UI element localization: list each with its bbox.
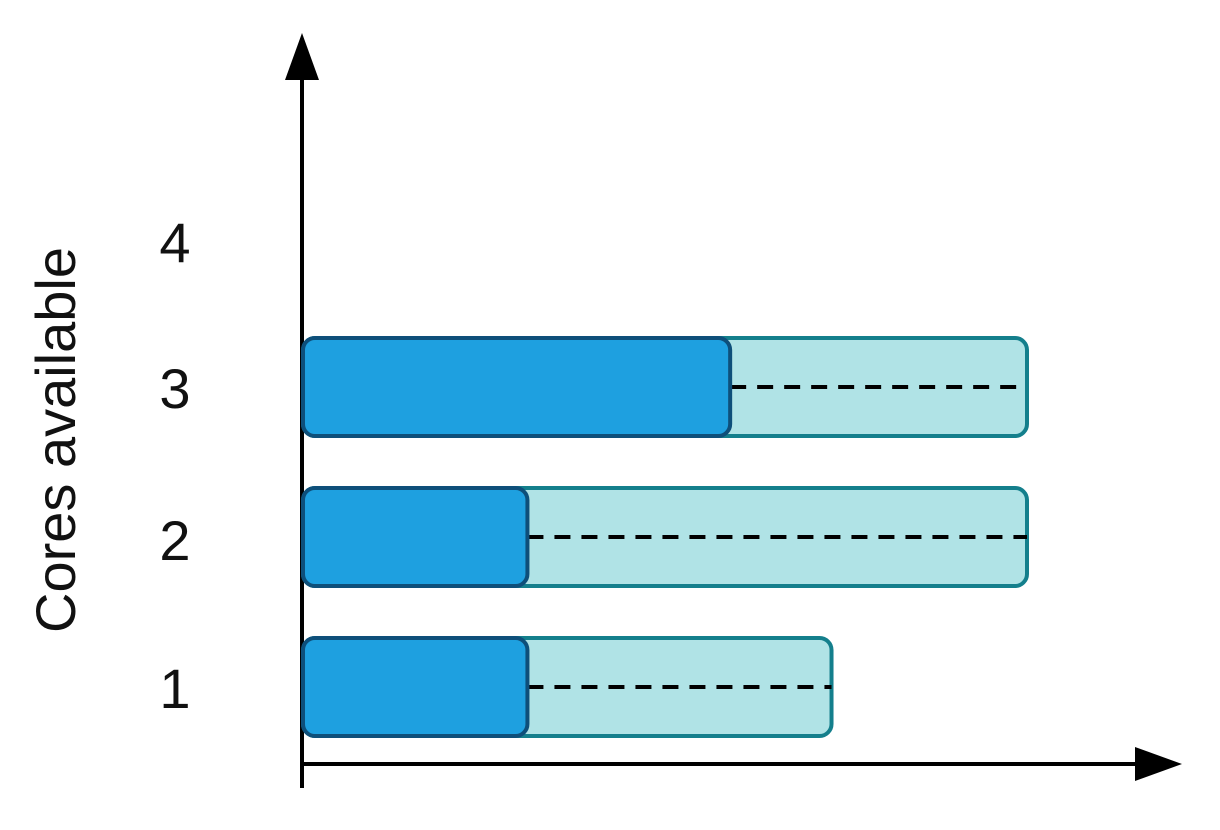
row-3-busy-bar: [301, 336, 733, 438]
x-axis-arrowhead: [1135, 747, 1182, 781]
y-axis-title: Cores available: [24, 247, 87, 633]
y-axis-arrowhead: [285, 33, 319, 80]
row-1-bars: [301, 636, 834, 738]
row-label-1: 1: [159, 657, 190, 720]
row-label-2: 2: [159, 509, 190, 572]
row-label-4: 4: [159, 211, 190, 274]
row-2-busy-bar: [301, 486, 530, 588]
row-label-3: 3: [159, 357, 190, 420]
row-1-busy-bar: [301, 636, 530, 738]
row-3-bars: [301, 336, 1029, 438]
row-2-bars: [301, 486, 1029, 588]
